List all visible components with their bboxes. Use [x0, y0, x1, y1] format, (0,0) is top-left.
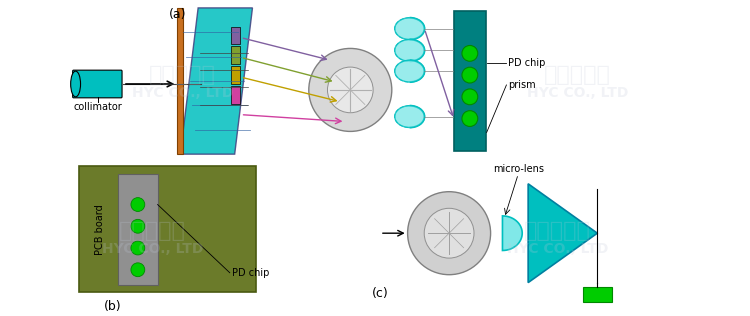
Text: prism: prism — [509, 80, 536, 90]
Text: 亿源通科技: 亿源通科技 — [119, 221, 186, 241]
Circle shape — [131, 198, 145, 211]
Bar — [178, 8, 183, 154]
Circle shape — [407, 192, 491, 275]
Circle shape — [424, 208, 474, 258]
Polygon shape — [180, 8, 253, 154]
Text: PCB board: PCB board — [95, 204, 105, 255]
Text: 亿源通科技: 亿源通科技 — [544, 65, 611, 85]
Circle shape — [131, 241, 145, 255]
Text: PD chip: PD chip — [509, 58, 546, 68]
Circle shape — [131, 219, 145, 233]
Circle shape — [462, 111, 478, 126]
Text: 亿源通科技: 亿源通科技 — [524, 221, 591, 241]
Text: 亿源通科技: 亿源通科技 — [149, 65, 216, 85]
FancyBboxPatch shape — [73, 70, 122, 98]
Ellipse shape — [394, 40, 424, 61]
Ellipse shape — [394, 60, 424, 82]
Text: collimator: collimator — [74, 102, 123, 112]
Circle shape — [462, 67, 478, 83]
Circle shape — [131, 263, 145, 277]
Text: (c): (c) — [371, 287, 388, 301]
Text: HYC CO., LTD: HYC CO., LTD — [132, 86, 233, 100]
Bar — [231, 86, 240, 104]
Bar — [231, 66, 240, 84]
Text: micro-lens: micro-lens — [493, 164, 544, 174]
Circle shape — [328, 67, 373, 113]
Circle shape — [462, 89, 478, 105]
Bar — [583, 287, 612, 302]
Bar — [454, 11, 486, 151]
Bar — [118, 174, 158, 285]
Ellipse shape — [394, 18, 424, 40]
Bar — [79, 166, 256, 293]
Ellipse shape — [394, 106, 424, 127]
Text: (a): (a) — [169, 8, 186, 21]
Text: HYC CO., LTD: HYC CO., LTD — [102, 242, 203, 256]
Polygon shape — [528, 184, 597, 283]
Text: (b): (b) — [104, 301, 122, 313]
Ellipse shape — [70, 71, 80, 97]
Text: PD chip: PD chip — [232, 268, 269, 278]
Bar — [231, 27, 240, 45]
Circle shape — [462, 46, 478, 61]
Text: HYC CO., LTD: HYC CO., LTD — [526, 86, 628, 100]
Polygon shape — [503, 216, 522, 251]
Bar — [231, 46, 240, 64]
Circle shape — [309, 48, 392, 131]
Text: HYC CO., LTD: HYC CO., LTD — [507, 242, 608, 256]
